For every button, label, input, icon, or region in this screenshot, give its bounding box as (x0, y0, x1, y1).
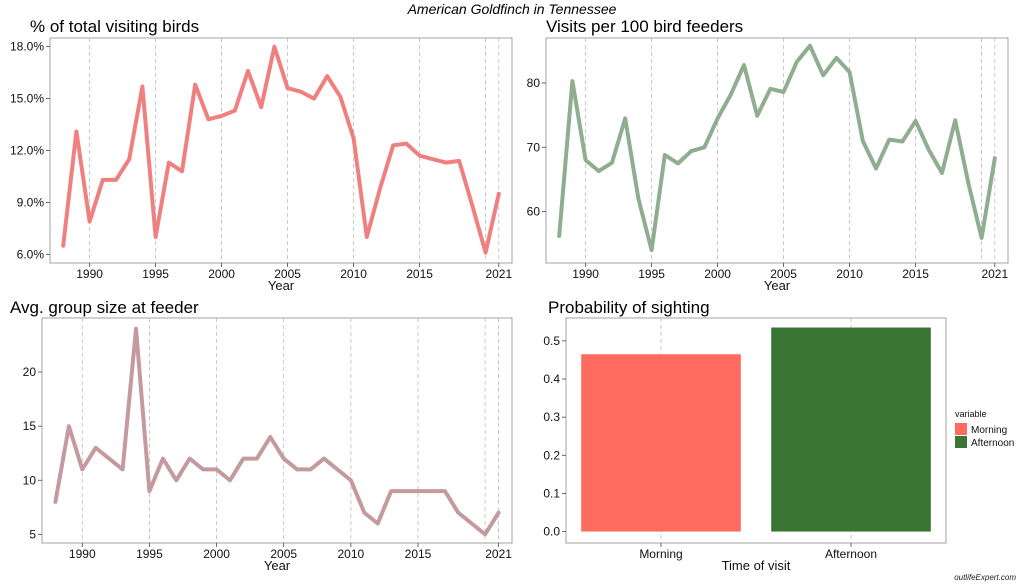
x-axis-label: Year (264, 558, 291, 573)
y-tick-label: 12.0% (10, 144, 44, 158)
series-line (61, 44, 501, 255)
legend: variable Morning Afternoon (955, 409, 1014, 449)
x-tick-label: 2021 (485, 547, 512, 561)
x-tick-label: 2015 (406, 267, 433, 281)
chart-panel-2: Visits per 100 bird feeders 60 70 80 1990 199… (527, 17, 1009, 293)
x-tick-label: 1990 (572, 267, 599, 281)
page-title: American Goldfinch in Tennessee (407, 1, 617, 17)
x-tick-label: 1990 (76, 267, 103, 281)
bar-afternoon (771, 327, 931, 532)
y-tick-label: 0.0 (543, 525, 560, 539)
legend-label: Morning (971, 425, 1007, 436)
x-tick-label: 2010 (836, 267, 863, 281)
x-tick-label: 2010 (340, 267, 367, 281)
x-tick-label: 2000 (208, 267, 235, 281)
plot-frame (565, 317, 947, 544)
x-tick-label: 1995 (136, 547, 163, 561)
y-tick-label: 70 (527, 140, 541, 154)
legend-label: Afternoon (971, 438, 1014, 449)
plot-frame (545, 37, 1009, 264)
x-tick-label: 1995 (638, 267, 665, 281)
series-line (53, 326, 501, 537)
x-tick-label: 2015 (902, 267, 929, 281)
legend-swatch (955, 436, 967, 448)
y-tick-label: 80 (527, 76, 541, 90)
series-line (557, 43, 997, 253)
chart-panel-4: Probability of sighting 0.0 0.1 0.2 0.3 0.4 0.… (543, 298, 1014, 573)
x-tick-label: 2021 (485, 267, 512, 281)
legend-swatch (955, 423, 967, 435)
chart-panel-1: % of total visiting birds 6.0% 9.0% 12.0% 15… (10, 17, 513, 293)
y-tick-label: 15 (23, 419, 37, 433)
y-tick-label: 6.0% (17, 247, 45, 261)
x-tick-label: 2005 (770, 267, 797, 281)
y-tick-label: 0.3 (543, 410, 560, 424)
x-tick-label: 2015 (405, 547, 432, 561)
chart-panel-3: Avg. group size at feeder 5 10 15 20 1990 1995… (10, 298, 513, 573)
x-tick-label: 2005 (270, 547, 297, 561)
chart-title: % of total visiting birds (30, 17, 199, 36)
legend-title: variable (955, 409, 987, 419)
plot-frame (41, 317, 513, 544)
x-tick-label: Morning (639, 547, 682, 561)
y-tick-label: 0.2 (543, 448, 560, 462)
x-tick-label: 2010 (338, 547, 365, 561)
y-tick-label: 5 (29, 527, 36, 541)
y-tick-label: 15.0% (10, 92, 44, 106)
x-tick-label: 2005 (274, 267, 301, 281)
chart-title: Avg. group size at feeder (10, 298, 199, 317)
y-tick-label: 20 (23, 365, 37, 379)
x-tick-label: 1990 (69, 547, 96, 561)
x-tick-label: 2021 (981, 267, 1008, 281)
x-tick-label: 2000 (704, 267, 731, 281)
chart-title: Probability of sighting (548, 298, 710, 317)
y-tick-label: 9.0% (17, 195, 45, 209)
y-tick-label: 0.1 (543, 486, 560, 500)
x-axis-label: Year (764, 278, 791, 293)
x-axis-label: Year (268, 278, 295, 293)
x-axis-label: Time of visit (722, 558, 791, 573)
x-tick-label: 2000 (203, 547, 230, 561)
x-tick-label: 1995 (142, 267, 169, 281)
y-tick-label: 0.5 (543, 334, 560, 348)
y-tick-label: 60 (527, 205, 541, 219)
chart-title: Visits per 100 bird feeders (546, 17, 743, 36)
y-tick-label: 0.4 (543, 372, 560, 386)
bar-morning (581, 354, 741, 532)
y-tick-label: 18.0% (10, 40, 44, 54)
x-tick-label: Afternoon (825, 547, 877, 561)
y-tick-label: 10 (23, 473, 37, 487)
source-footer: outlifeExpert.com (954, 573, 1016, 582)
